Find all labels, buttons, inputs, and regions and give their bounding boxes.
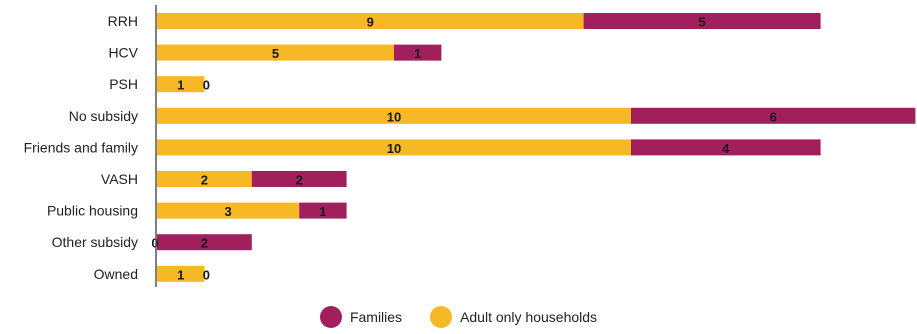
legend-item-adult-only: Adult only households bbox=[430, 306, 597, 328]
bar-adult-only-households-rrh bbox=[157, 13, 584, 29]
bar-families-rrh bbox=[583, 13, 821, 29]
value-label-families-no-subsidy: 6 bbox=[770, 109, 777, 124]
bar-families-vash bbox=[251, 171, 347, 187]
category-label-public-housing: Public housing bbox=[47, 203, 138, 219]
legend: Families Adult only households bbox=[0, 306, 917, 328]
category-label-rrh: RRH bbox=[108, 13, 138, 29]
legend-label-families: Families bbox=[349, 309, 403, 325]
value-label-adult-only-households-owned: 1 bbox=[177, 267, 184, 282]
value-label-adult-only-households-psh: 1 bbox=[177, 78, 184, 93]
bar-adult-only-households-friends-and-family bbox=[157, 139, 631, 156]
value-label-families-psh: 0 bbox=[203, 78, 210, 93]
bar-families-other-subsidy bbox=[157, 234, 252, 251]
value-label-families-owned: 0 bbox=[203, 267, 210, 282]
bar-adult-only-households-owned bbox=[157, 265, 205, 282]
bar-families-public-housing bbox=[299, 202, 347, 219]
value-label-families-hcv: 1 bbox=[414, 46, 421, 61]
legend-label-adult-only: Adult only households bbox=[460, 309, 598, 325]
value-label-families-public-housing: 1 bbox=[319, 204, 326, 219]
bar-families-friends-and-family bbox=[631, 139, 821, 156]
bar-families-no-subsidy bbox=[631, 107, 916, 124]
value-label-families-friends-and-family: 4 bbox=[722, 141, 730, 156]
value-label-adult-only-households-vash: 2 bbox=[201, 173, 208, 188]
bar-families-hcv bbox=[394, 44, 442, 61]
bar-adult-only-households-vash bbox=[157, 171, 252, 187]
value-label-adult-only-households-other-subsidy: 0 bbox=[151, 236, 158, 251]
value-label-families-other-subsidy: 2 bbox=[201, 236, 208, 251]
category-label-owned: Owned bbox=[94, 266, 138, 282]
category-label-other-subsidy: Other subsidy bbox=[52, 234, 138, 250]
value-label-adult-only-households-rrh: 9 bbox=[367, 15, 374, 30]
bar-adult-only-households-psh bbox=[157, 76, 205, 93]
value-label-adult-only-households-public-housing: 3 bbox=[224, 204, 231, 219]
legend-swatch-adult-only bbox=[430, 306, 453, 328]
value-label-adult-only-households-friends-and-family: 10 bbox=[387, 141, 401, 156]
bar-adult-only-households-hcv bbox=[157, 44, 394, 61]
legend-swatch-families bbox=[319, 306, 342, 328]
category-label-no-subsidy: No subsidy bbox=[69, 108, 138, 124]
value-label-families-rrh: 5 bbox=[698, 15, 705, 30]
category-label-friends-and-family: Friends and family bbox=[24, 139, 138, 155]
value-label-adult-only-households-no-subsidy: 10 bbox=[387, 109, 401, 124]
value-label-families-vash: 2 bbox=[296, 173, 303, 188]
bars-group bbox=[157, 13, 916, 282]
bar-adult-only-households-public-housing bbox=[157, 202, 300, 219]
bar-adult-only-households-no-subsidy bbox=[157, 107, 631, 124]
value-label-adult-only-households-hcv: 5 bbox=[272, 46, 279, 61]
category-label-hcv: HCV bbox=[108, 45, 138, 61]
category-label-vash: VASH bbox=[101, 171, 138, 187]
legend-item-families: Families bbox=[319, 306, 403, 328]
category-label-psh: PSH bbox=[109, 76, 138, 92]
